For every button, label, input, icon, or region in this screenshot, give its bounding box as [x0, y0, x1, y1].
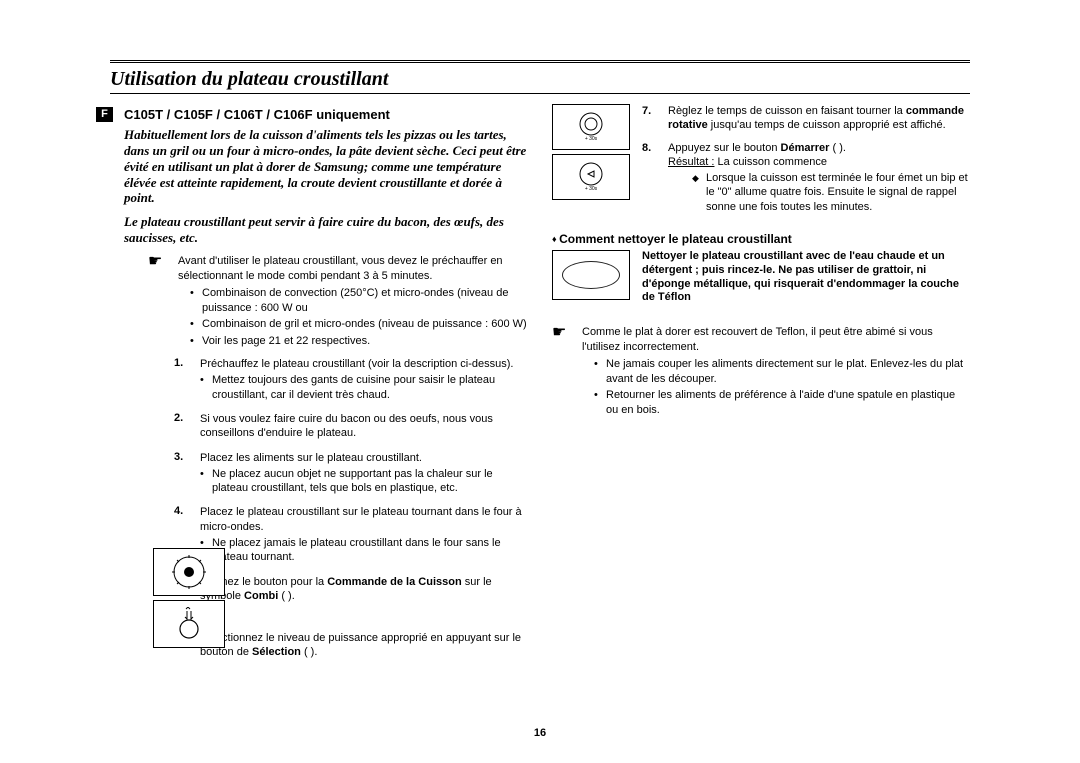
preheat-lead: Avant d'utiliser le plateau croustillant…: [178, 254, 528, 284]
dial-illustration: [153, 548, 225, 596]
step-2-text: Si vous voulez faire cuire du bacon ou d…: [200, 412, 528, 441]
step-4: 4. Placez le plateau croustillant sur le…: [174, 505, 528, 564]
title-rule-top: [110, 60, 970, 64]
pointer-icon: ☛: [148, 254, 166, 270]
step-4-text: Placez le plateau croustillant sur le pl…: [200, 506, 522, 532]
clean-row: Nettoyer le plateau croustillant avec de…: [552, 250, 970, 305]
step-3-text: Placez les aliments sur le plateau crous…: [200, 452, 422, 464]
steps-list: 1. Préchauffez le plateau croustillant (…: [174, 357, 528, 671]
selection-illustration: [153, 600, 225, 648]
step-1-text: Préchauffez le plateau croustillant (voi…: [200, 358, 513, 370]
step-7-row: + 30s + 30s 7. R: [552, 104, 970, 222]
rotary-illustration-1: + 30s: [552, 104, 630, 150]
step-8: 8. Appuyez sur le bouton Démarrer ( ). R…: [642, 141, 970, 214]
svg-text:+ 30s: + 30s: [585, 186, 598, 192]
title-rule-bottom: [110, 93, 970, 94]
page-number: 16: [534, 727, 546, 739]
intro-paragraph-2: Le plateau croustillant peut servir à fa…: [124, 214, 528, 246]
step-4-sub: Ne placez jamais le plateau croustillant…: [200, 536, 528, 565]
preheat-bullet-3: Voir les page 21 et 22 respectives.: [190, 334, 528, 349]
pointer-icon: ☛: [552, 325, 570, 341]
intro-paragraph-1: Habituellement lors de la cuisson d'alim…: [124, 127, 528, 206]
step-3-sub: Ne placez aucun objet ne supportant pas …: [200, 467, 528, 496]
step-8-diamond: Lorsque la cuisson est terminée le four …: [692, 171, 970, 214]
rotary-illustration-2: + 30s: [552, 154, 630, 200]
preheat-pointer: ☛ Avant d'utiliser le plateau croustilla…: [148, 254, 528, 351]
step-6: 6. Sélectionnez le niveau de puissance a…: [174, 631, 528, 671]
language-tag: F: [96, 107, 113, 122]
plate-ellipse-icon: [562, 261, 620, 289]
clean-text: Nettoyer le plateau croustillant avec de…: [642, 250, 970, 305]
step-7: 7. Règlez le temps de cuisson en faisant…: [642, 104, 970, 133]
step-1-sub: Mettez toujours des gants de cuisine pou…: [200, 373, 528, 402]
step-5: 5. Tournez le bouton pour la Commande de…: [174, 575, 528, 621]
warn-lead: Comme le plat à dorer est recouvert de T…: [582, 325, 970, 355]
clean-heading: Comment nettoyer le plateau croustillant: [552, 232, 970, 246]
preheat-bullet-2: Combinaison de gril et micro-ondes (nive…: [190, 317, 528, 332]
step-3: 3. Placez les aliments sur le plateau cr…: [174, 451, 528, 496]
preheat-bullet-1: Combinaison de convection (250°C) et mic…: [190, 286, 528, 316]
warning-pointer: ☛ Comme le plat à dorer est recouvert de…: [552, 325, 970, 420]
plate-illustration: [552, 250, 630, 300]
svg-text:+ 30s: + 30s: [585, 136, 598, 142]
page-title: Utilisation du plateau croustillant: [110, 68, 970, 91]
step-2: 2. Si vous voulez faire cuire du bacon o…: [174, 412, 528, 441]
step-1: 1. Préchauffez le plateau croustillant (…: [174, 357, 528, 402]
warn-bullet-1: Ne jamais couper les aliments directemen…: [594, 357, 970, 387]
warn-bullet-2: Retourner les aliments de préférence à l…: [594, 388, 970, 418]
model-line: C105T / C105F / C106T / C106F uniquement: [124, 107, 528, 122]
